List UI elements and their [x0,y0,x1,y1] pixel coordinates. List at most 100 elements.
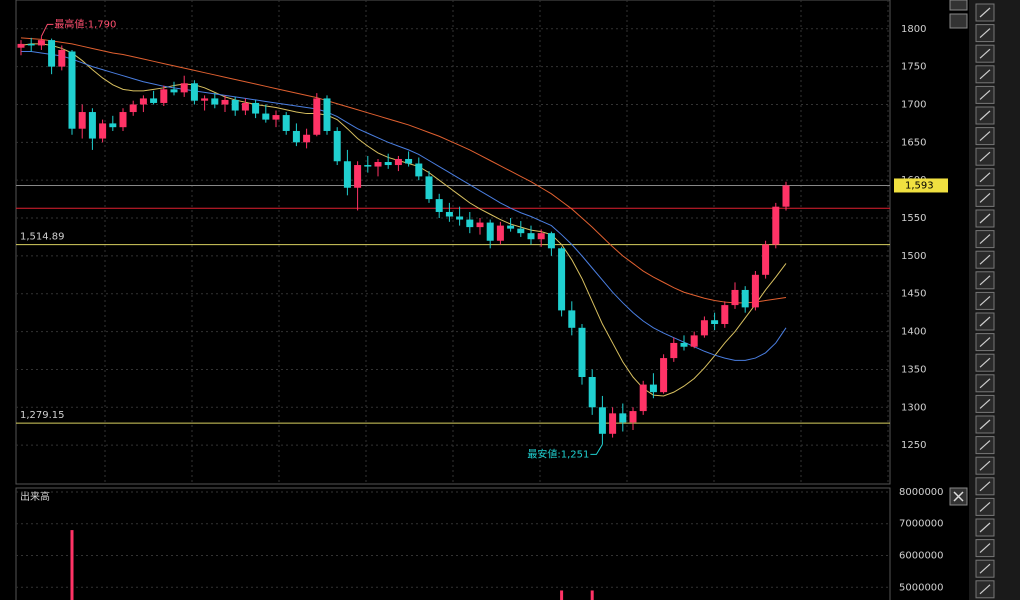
candle-body [170,89,178,93]
candle-body [333,130,341,162]
volume-title: 出来高 [20,490,50,503]
moving-average [20,37,787,304]
candle-body [78,112,86,129]
volume-bar [70,530,74,600]
candle-body [303,134,311,143]
candle-body [670,342,678,359]
candle-body [598,407,606,434]
tool-icon [979,110,991,121]
candle-body [435,199,443,212]
candle-body [241,102,249,111]
tool-icon [979,254,991,265]
tool-icon [979,378,991,389]
candle-body [721,305,729,325]
candle-body [486,222,494,241]
candle-body [99,123,107,139]
candle-body [741,289,749,308]
tool-icon [979,234,991,245]
tool-icon [979,48,991,59]
price-panel-frame [15,0,891,485]
candle-body [507,225,515,229]
candle-body [129,104,137,113]
volume-tick-label: 5000000 [899,582,944,593]
y-tick-label: 1250 [901,440,926,451]
last-price-label: 1,593 [905,180,934,191]
price-plot [16,0,890,483]
candle-body [751,274,759,308]
tool-icon [979,337,991,348]
tool-icon [979,131,991,142]
tool-icon [979,192,991,203]
candle-body [160,89,168,103]
tool-icon [979,69,991,80]
tool-icon [979,501,991,512]
candle-body [558,248,566,311]
candle-body [201,98,209,101]
candle-body [323,98,331,131]
candle-body [354,165,362,188]
candle-body [762,244,770,275]
candle-body [292,130,300,143]
candle-body [680,342,688,347]
close-icon [953,491,964,502]
tool-icon [979,543,991,554]
candle-body [17,43,25,48]
high-label: 最高値:1,790 [54,17,116,30]
candle-body [252,102,260,114]
tool-icon [979,481,991,492]
candle-body [364,165,372,167]
tool-icon [979,275,991,286]
last-price-box [894,178,948,193]
tool-icon [979,584,991,595]
y-tick-label: 1550 [901,213,926,224]
candle-body [190,83,198,101]
undo-button[interactable] [949,0,968,11]
candle-body [394,158,402,166]
tool-icon [979,357,991,368]
y-tick-label: 1500 [901,251,926,262]
tool-icon [979,522,991,533]
candle-body [711,320,719,325]
candle-body [649,384,657,393]
candle-body [211,98,219,105]
candle-body [619,413,627,423]
volume-tick-label: 8000000 [899,487,944,498]
candle-body [405,158,413,164]
candle-body [547,233,555,249]
tool-icon [979,28,991,39]
candle-body [588,377,596,408]
tool-icon [979,419,991,430]
volume-bar [590,590,594,600]
candle-body [476,222,484,228]
candle-body [527,233,535,240]
candle-body [690,335,698,347]
candle-body [496,225,504,241]
candle-body [568,310,576,328]
tool-icon [979,295,991,306]
tool-icon [979,563,991,574]
candle-body [415,163,423,177]
candle-body [68,51,76,129]
level-label: 1,279.15 [20,410,65,421]
candle-body [37,40,45,46]
high-pointer [40,23,54,37]
candle-body [425,176,433,200]
y-tick-label: 1300 [901,402,926,413]
candle-body [150,98,158,103]
redo-button[interactable] [949,13,968,29]
candle-body [282,115,290,131]
moving-average [20,43,787,397]
candle-body [313,98,321,135]
low-pointer [590,444,603,455]
volume-tick-label: 6000000 [899,551,944,562]
tool-buttons [975,3,995,599]
candle-body [109,123,117,128]
volume-bar [560,590,564,600]
candle-body [27,43,35,46]
y-tick-label: 1350 [901,364,926,375]
candle-body [700,320,708,336]
volume-tick-label: 7000000 [899,519,944,530]
